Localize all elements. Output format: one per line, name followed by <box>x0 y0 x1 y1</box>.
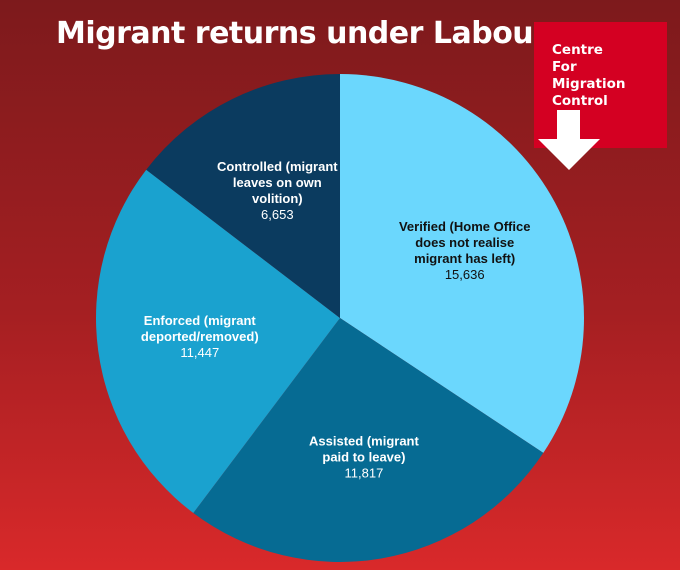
slice-label-line: paid to leave) <box>322 449 405 464</box>
chart-title: Migrant returns under Labour <box>56 16 548 51</box>
slice-label: Controlled (migrant leaves on own volition… <box>217 159 338 222</box>
slice-label-line: Assisted (migrant <box>309 433 419 448</box>
slice-label: Verified (Home Office does not realise mig… <box>399 219 530 282</box>
slice-label-line: Controlled (migrant <box>217 159 338 174</box>
slice-value: 11,817 <box>345 465 384 480</box>
slice-value: 15,636 <box>445 267 485 282</box>
slice-label-line: Enforced (migrant <box>144 313 257 328</box>
pie-slice-3 <box>146 74 340 318</box>
slice-label-line: Verified (Home Office <box>399 219 530 234</box>
pie-slice-2 <box>95 169 340 513</box>
slice-value: 6,653 <box>261 207 294 222</box>
pie-slice-0 <box>340 74 584 453</box>
slice-label-line: volition) <box>252 191 303 206</box>
slice-label-line: migrant has left) <box>414 251 515 266</box>
slice-label-line: does not realise <box>415 235 514 250</box>
slice-label-line: deported/removed) <box>141 329 259 344</box>
logo-text: Centre For Migration Control <box>552 42 626 109</box>
slice-label-line: leaves on own <box>233 175 322 190</box>
slice-label: Assisted (migrant paid to leave) 11,817 <box>309 433 419 480</box>
slice-label: Enforced (migrant deported/removed) 11,447 <box>141 313 259 360</box>
pie-slice-1 <box>193 318 544 562</box>
slice-value: 11,447 <box>180 345 219 360</box>
logo: Centre For Migration Control <box>534 22 667 148</box>
